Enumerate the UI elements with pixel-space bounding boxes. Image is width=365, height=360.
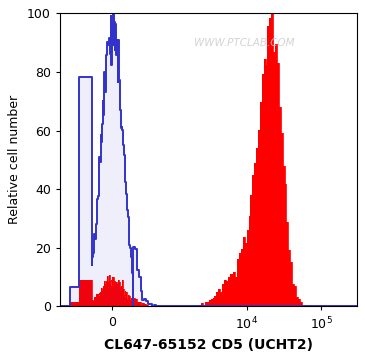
Polygon shape: [17, 13, 358, 306]
Text: WWW.PTCLAB.COM: WWW.PTCLAB.COM: [193, 38, 294, 48]
Polygon shape: [17, 13, 358, 306]
X-axis label: CL647-65152 CD5 (UCHT2): CL647-65152 CD5 (UCHT2): [104, 338, 313, 352]
Y-axis label: Relative cell number: Relative cell number: [8, 95, 21, 225]
